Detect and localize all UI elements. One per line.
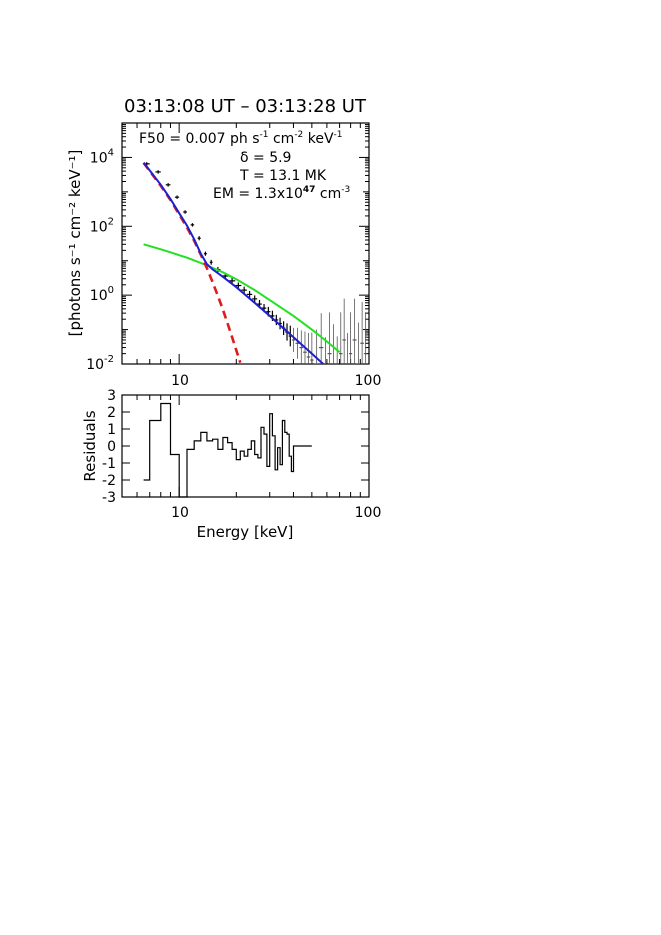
chart-title: 03:13:08 UT – 03:13:28 UT — [124, 96, 367, 117]
y-tick-label: 102 — [90, 216, 114, 235]
residuals-plot-frame — [121, 394, 370, 498]
spectrum-plot-area — [142, 162, 368, 364]
residual-y-tick-label: 0 — [107, 439, 116, 455]
residual-y-tick-label: -3 — [102, 490, 116, 506]
residuals-step-line — [143, 402, 312, 498]
delta-annotation: δ = 5.9 — [240, 150, 291, 166]
residual-y-tick-label: -2 — [102, 473, 116, 489]
fit-annotations: F50 = 0.007 ph s-1 cm-2 keV-1 δ = 5.9 T … — [139, 130, 350, 202]
y-tick-labels: 10-2 100 102 104 — [86, 147, 114, 373]
y-axis-label: [photons s⁻¹ cm⁻² keV⁻¹] — [66, 150, 84, 337]
x-tick-label-10-bottom: 10 — [171, 505, 189, 521]
nonthermal-curve — [143, 243, 341, 353]
em-annotation: EM = 1.3x1047 cm-3 — [213, 185, 350, 202]
residuals-ticks — [121, 394, 369, 498]
spectrum-ticks — [121, 122, 369, 365]
residual-y-tick-label: 2 — [107, 405, 116, 421]
y-tick-label: 10-2 — [86, 354, 114, 373]
residual-y-tick-label: -1 — [102, 456, 116, 472]
y-tick-label: 104 — [90, 147, 114, 166]
residuals-y-axis-label: Residuals — [81, 410, 99, 481]
fit-curves — [142, 162, 341, 364]
x-tick-label-100-bottom: 100 — [355, 505, 382, 521]
total_fit-curve — [142, 162, 325, 364]
x-axis-label: Energy [keV] — [197, 523, 294, 541]
x-tick-label-10-top: 10 — [171, 373, 189, 389]
x-tick-label-100-top: 100 — [355, 373, 382, 389]
residual-y-tick-label: 3 — [107, 388, 116, 404]
y-tick-label: 100 — [90, 285, 114, 304]
f50-annotation: F50 = 0.007 ph s-1 cm-2 keV-1 — [139, 130, 343, 147]
thermal-curve — [142, 162, 242, 364]
spectrum-plot-frame — [121, 122, 370, 365]
temperature-annotation: T = 13.1 MK — [239, 168, 327, 184]
residual-y-tick-label: 1 — [107, 422, 116, 438]
